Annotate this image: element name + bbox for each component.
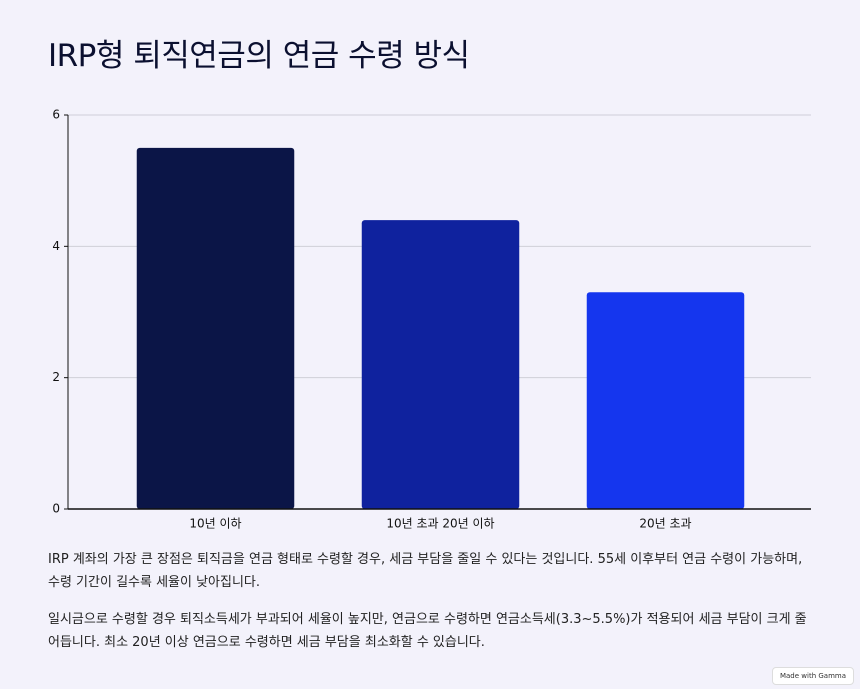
- paragraph: 일시금으로 수령할 경우 퇴직소득세가 부과되어 세율이 높지만, 연금으로 수…: [48, 612, 807, 650]
- y-tick-label: 0: [52, 502, 60, 516]
- x-tick-label: 10년 이하: [189, 517, 241, 531]
- chart-title: IRP형 퇴직연금의 연금 수령 방식: [48, 38, 470, 74]
- y-tick-label: 4: [52, 239, 60, 253]
- chart: 0 2 4 6 10년 이하 10년 초과 20년 이하 20년 초과: [52, 108, 811, 531]
- bar: [586, 292, 745, 509]
- paragraph: IRP 계좌의 가장 큰 장점은 퇴직금을 연금 형태로 수령할 경우, 세금 …: [48, 552, 803, 590]
- x-tick-label: 20년 초과: [639, 517, 691, 531]
- y-tick-label: 2: [52, 370, 60, 384]
- bar: [361, 220, 520, 510]
- y-tick-label: 6: [52, 108, 60, 122]
- badge[interactable]: Made with Gamma: [771, 667, 854, 685]
- bar: [136, 147, 295, 510]
- x-tick-label: 10년 초과 20년 이하: [386, 517, 494, 531]
